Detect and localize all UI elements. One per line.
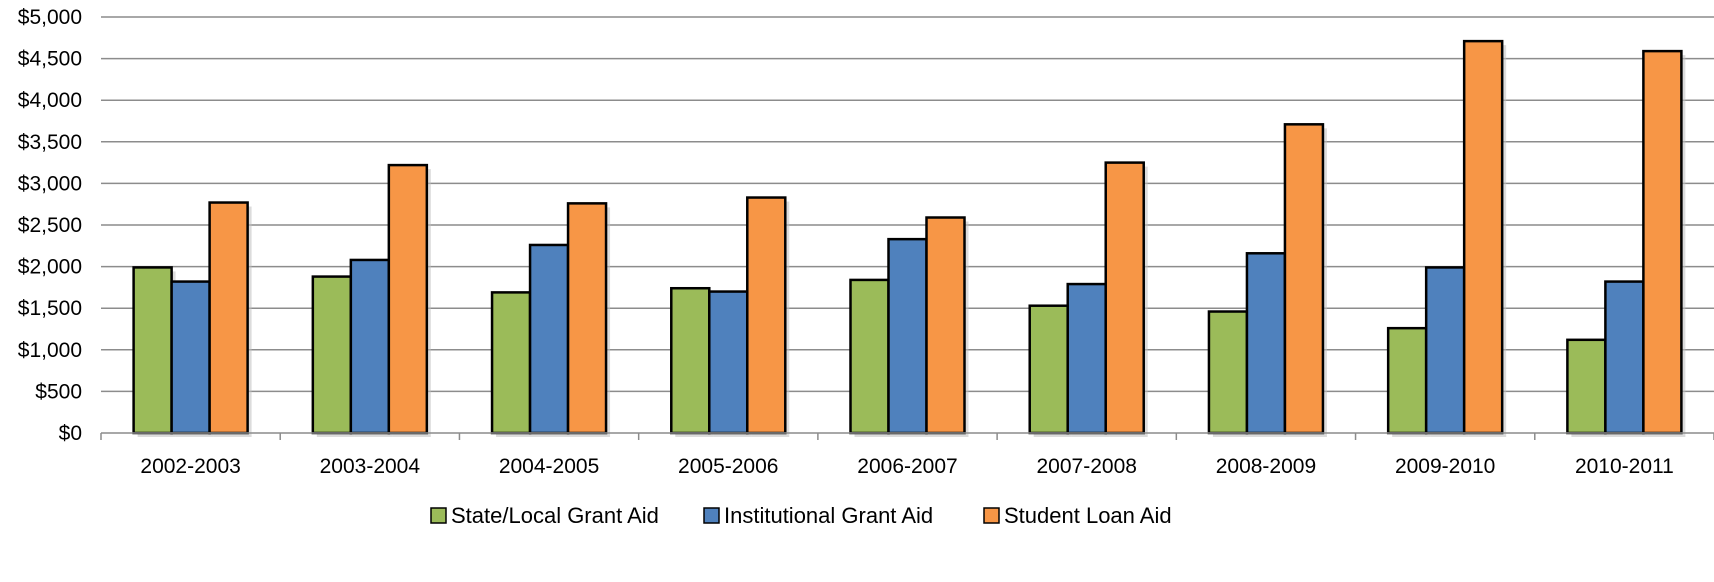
bar [746,196,787,435]
y-tick-label: $2,000 [18,256,82,279]
bar [1642,49,1683,435]
bar [1566,338,1607,435]
legend-label: Institutional Grant Aid [724,503,933,528]
bar [208,201,249,435]
bar [1028,304,1069,435]
x-tick-label: 2009-2010 [1395,455,1495,478]
bar [1386,326,1428,435]
legend-swatch [430,507,447,524]
legend: State/Local Grant Aid Institutional Grant… [430,503,1172,528]
bar [708,290,749,435]
bar [1462,39,1504,435]
x-tick-label: 2006-2007 [857,455,957,478]
bars [132,39,1686,438]
bar [311,275,353,435]
y-tick-label: $2,500 [18,214,82,237]
bar [1283,123,1325,435]
y-tick-label: $4,000 [18,89,82,112]
x-tick-label: 2003-2004 [320,455,421,478]
bar [1207,310,1249,435]
y-tick-label: $4,500 [18,48,82,71]
x-tick-label: 2002-2003 [140,455,240,478]
y-tick-label: $1,000 [18,339,82,362]
y-tick-label: $1,500 [18,297,82,320]
bar [349,258,391,435]
x-axis [100,432,1714,440]
x-axis-category-labels: 2002-2003 2003-2004 2004-2005 2005-2006 2006… [140,455,1673,478]
legend-swatch [703,507,720,524]
bar [925,216,966,435]
x-tick-label: 2005-2006 [678,455,778,478]
y-tick-label: $3,500 [18,131,82,154]
bar [387,163,429,435]
bar [1104,161,1145,435]
bar [132,266,173,435]
bar [1604,280,1645,435]
bar [670,286,711,435]
x-tick-label: 2007-2008 [1037,455,1137,478]
y-tick-label: $5,000 [18,6,82,29]
bar [490,291,532,435]
x-tick-label: 2004-2005 [499,455,599,478]
bar [566,202,608,435]
bar [1245,252,1287,435]
bar [1066,282,1107,435]
y-tick-label: $500 [35,380,82,403]
y-tick-label: $3,000 [18,172,82,195]
bar [849,278,890,435]
x-tick-label: 2008-2009 [1216,455,1316,478]
bar [1424,266,1466,435]
legend-swatch [983,507,1000,524]
bar [170,280,211,435]
y-axis-tick-labels: $0 $500 $1,000 $1,500 $2,000 $2,500 $3,000 $3,5… [18,6,82,445]
bar [528,243,570,435]
legend-label: State/Local Grant Aid [451,503,659,528]
x-tick-label: 2010-2011 [1575,455,1674,478]
legend-label: Student Loan Aid [1004,503,1172,528]
y-tick-label: $0 [59,422,82,445]
bar [887,237,928,435]
